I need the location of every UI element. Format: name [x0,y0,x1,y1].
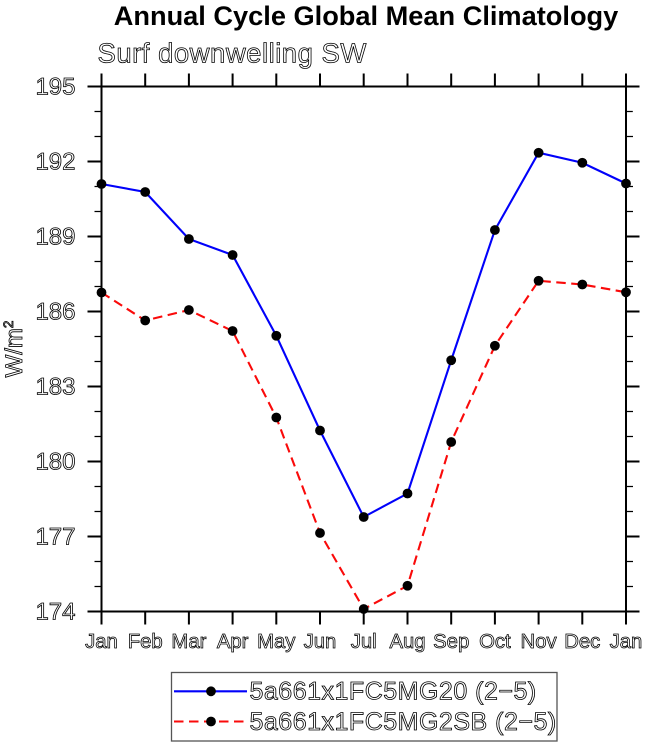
svg-text:Aug: Aug [389,631,425,653]
svg-text:W/m2: W/m2 [1,321,28,378]
svg-text:May: May [257,631,296,653]
svg-text:Apr: Apr [217,631,249,653]
svg-text:Nov: Nov [521,631,558,653]
svg-text:189: 189 [35,223,75,250]
svg-text:Dec: Dec [564,631,600,653]
svg-text:Feb: Feb [128,631,163,653]
svg-text:5a661x1FC5MG20 (2−5): 5a661x1FC5MG20 (2−5) [250,678,537,706]
svg-text:183: 183 [35,373,75,400]
svg-text:Jun: Jun [304,631,337,653]
svg-text:195: 195 [35,73,75,100]
svg-text:5a661x1FC5MG2SB (2−5): 5a661x1FC5MG2SB (2−5) [250,708,557,736]
svg-text:186: 186 [35,298,75,325]
svg-text:Annual Cycle Global Mean Clima: Annual Cycle Global Mean Climatology [114,0,619,31]
svg-text:Surf downwelling SW: Surf downwelling SW [98,37,367,68]
svg-text:Oct: Oct [479,631,511,653]
svg-text:Jul: Jul [351,631,377,653]
svg-text:Jan: Jan [85,631,118,653]
svg-text:Jan: Jan [610,631,643,653]
svg-text:Mar: Mar [171,631,206,653]
svg-text:180: 180 [35,448,75,475]
svg-text:192: 192 [35,148,75,175]
svg-text:177: 177 [35,523,75,550]
svg-text:Sep: Sep [433,631,469,653]
svg-text:174: 174 [35,598,75,625]
